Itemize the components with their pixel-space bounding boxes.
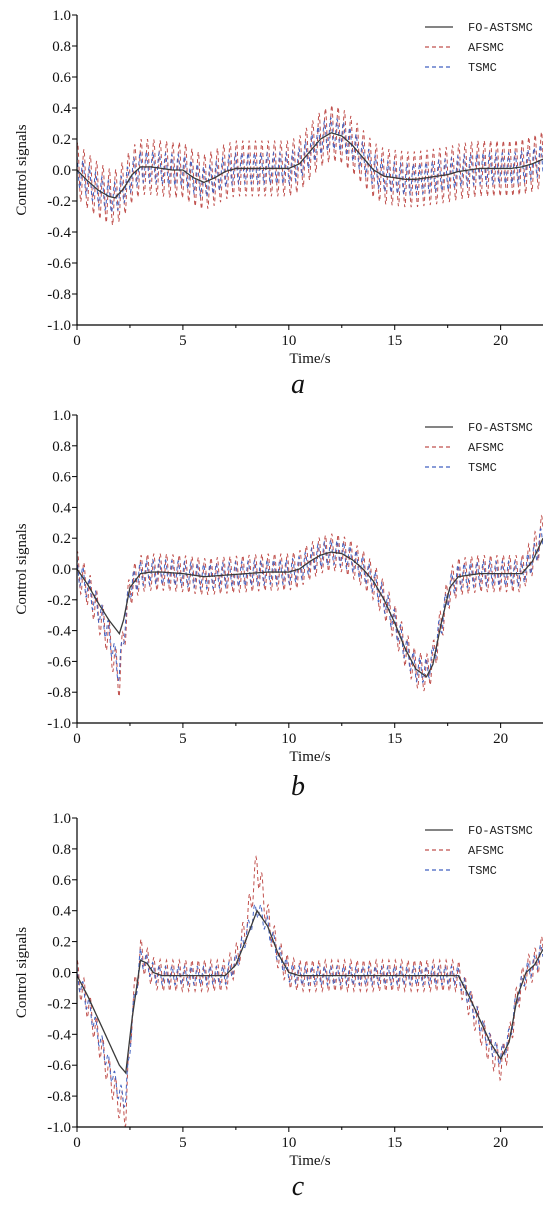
y-tick-label: 0.0 <box>52 562 71 578</box>
y-tick-label: -0.6 <box>47 654 71 670</box>
legend-label-tsmc: TSMC <box>468 61 497 75</box>
series-line-afsmc <box>77 105 543 226</box>
y-tick-label: 1.0 <box>52 408 71 424</box>
x-axis-label: Time/s <box>289 749 330 765</box>
y-tick-label: 0.8 <box>52 39 71 55</box>
x-axis-label: Time/s <box>289 1153 330 1169</box>
y-tick-label: 0.0 <box>52 163 71 179</box>
y-tick-label: -0.8 <box>47 1089 71 1105</box>
legend-label-fo-astsmc: FO-ASTSMC <box>468 824 533 838</box>
y-axis-label: Control signals <box>14 124 30 215</box>
y-tick-label: 0.4 <box>52 500 71 516</box>
y-tick-label: 0.8 <box>52 842 71 858</box>
y-tick-label: 1.0 <box>52 811 71 827</box>
series-line-tsmc <box>77 903 543 1108</box>
x-tick-label: 0 <box>73 1135 81 1151</box>
chart-panel-c: 0 5 10 15 20 -1.0 -0.8 -0.6 -0.4 -0.2 0.0 0.2 0.4 0.6… <box>14 811 543 1202</box>
series-line-fo-astsmc <box>77 537 543 678</box>
x-tick-label: 20 <box>493 731 508 747</box>
y-tick-label: 0.6 <box>52 470 71 486</box>
y-tick-label: 1.0 <box>52 8 71 24</box>
y-tick-label: -0.8 <box>47 287 71 303</box>
chart-panel-b: 0 5 10 15 20 -1.0 -0.8 -0.6 -0.4 -0.2 0.0 0.2 0.4 0.6… <box>14 408 543 802</box>
x-tick-label: 15 <box>387 1135 402 1151</box>
y-tick-label: 0.6 <box>52 873 71 889</box>
legend-label-fo-astsmc: FO-ASTSMC <box>468 21 533 35</box>
legend: FO-ASTSMC AFSMC TSMC <box>425 824 533 878</box>
x-tick-label: 20 <box>493 333 508 349</box>
x-tick-label: 10 <box>281 333 296 349</box>
y-tick-label: 0.4 <box>52 904 71 920</box>
x-axis-label: Time/s <box>289 351 330 367</box>
x-tick-label: 10 <box>281 731 296 747</box>
y-tick-label: -0.4 <box>47 225 71 241</box>
y-tick-label: -0.6 <box>47 256 71 272</box>
legend: FO-ASTSMC AFSMC TSMC <box>425 421 533 475</box>
plot-area <box>77 514 543 697</box>
y-tick-label: 0.6 <box>52 70 71 86</box>
y-tick-label: -1.0 <box>47 318 71 334</box>
y-tick-label: -0.8 <box>47 685 71 701</box>
y-tick-label: 0.0 <box>52 966 71 982</box>
legend-label-tsmc: TSMC <box>468 461 497 475</box>
legend-label-fo-astsmc: FO-ASTSMC <box>468 421 533 435</box>
series-line-fo-astsmc <box>77 132 543 199</box>
y-tick-label: -0.4 <box>47 1027 71 1043</box>
y-tick-label: 0.2 <box>52 531 71 547</box>
x-tick-label: 15 <box>387 731 402 747</box>
legend-label-afsmc: AFSMC <box>468 41 504 55</box>
chart-panel-a: 0 5 10 15 20 -1.0 -0.8 -0.6 -0.4 -0.2 0.0 0.2 0.4 0.6… <box>14 8 543 400</box>
y-tick-label: -1.0 <box>47 716 71 732</box>
panel-label: b <box>291 771 305 802</box>
x-tick-label: 15 <box>387 333 402 349</box>
plot-area <box>77 105 543 226</box>
series-line-fo-astsmc <box>77 909 543 1075</box>
plot-area <box>77 855 543 1127</box>
x-tick-label: 10 <box>281 1135 296 1151</box>
panel-label: c <box>292 1171 305 1202</box>
y-tick-label: 0.2 <box>52 935 71 951</box>
legend: FO-ASTSMC AFSMC TSMC <box>425 21 533 75</box>
x-tick-label: 5 <box>179 731 187 747</box>
legend-label-afsmc: AFSMC <box>468 441 504 455</box>
y-tick-label: -0.2 <box>47 996 71 1012</box>
y-tick-label: 0.8 <box>52 439 71 455</box>
y-tick-label: 0.2 <box>52 132 71 148</box>
y-axis-label: Control signals <box>14 927 30 1018</box>
y-tick-label: -0.2 <box>47 194 71 210</box>
series-line-tsmc <box>77 116 543 215</box>
series-line-tsmc <box>77 528 543 684</box>
legend-label-tsmc: TSMC <box>468 864 497 878</box>
y-tick-label: -0.6 <box>47 1058 71 1074</box>
x-tick-label: 0 <box>73 333 81 349</box>
legend-label-afsmc: AFSMC <box>468 844 504 858</box>
y-tick-label: 0.4 <box>52 101 71 117</box>
y-axis-label: Control signals <box>14 523 30 614</box>
y-tick-label: -1.0 <box>47 1120 71 1136</box>
y-tick-label: -0.4 <box>47 624 71 640</box>
x-tick-label: 5 <box>179 1135 187 1151</box>
series-line-afsmc <box>77 855 543 1127</box>
x-tick-label: 5 <box>179 333 187 349</box>
x-tick-label: 0 <box>73 731 81 747</box>
panel-label: a <box>291 369 305 400</box>
series-line-afsmc <box>77 514 543 697</box>
x-tick-label: 20 <box>493 1135 508 1151</box>
y-tick-label: -0.2 <box>47 593 71 609</box>
